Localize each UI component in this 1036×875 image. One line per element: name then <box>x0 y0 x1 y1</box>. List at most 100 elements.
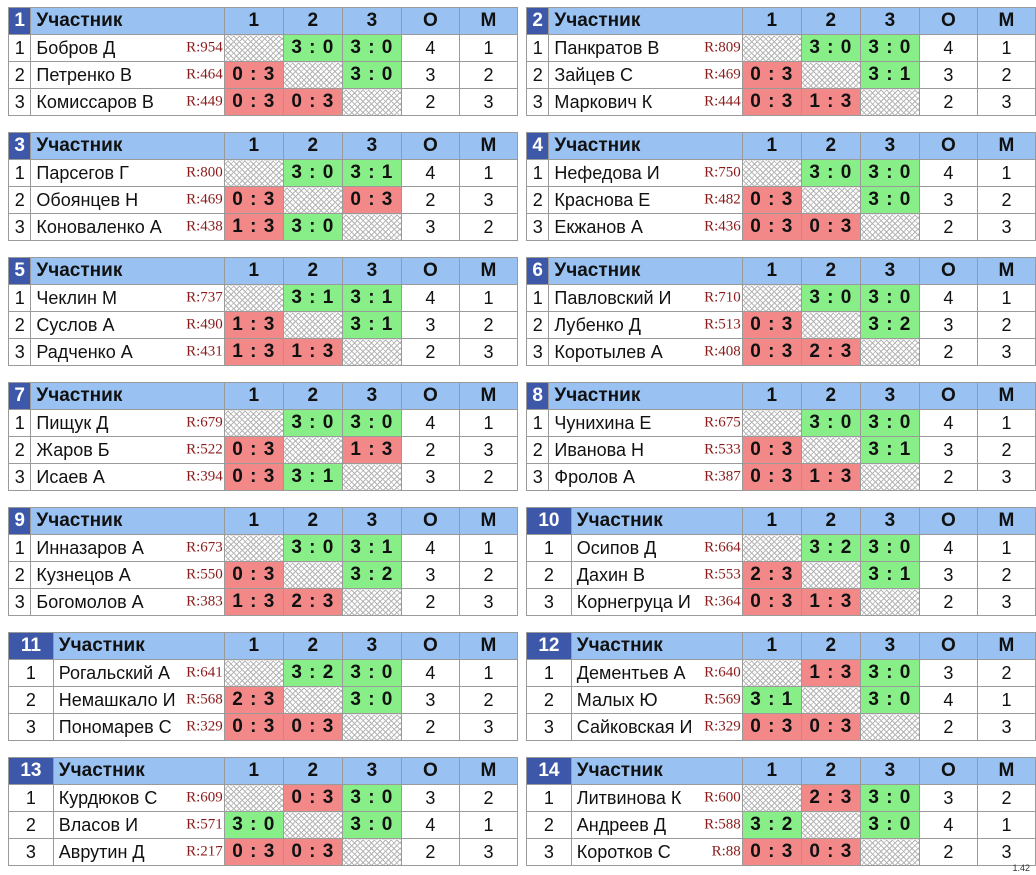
participant-header: Участник <box>30 132 225 160</box>
col-1-header: 1 <box>741 132 802 160</box>
col-2-header: 2 <box>800 7 861 35</box>
self-match-cell <box>341 838 402 866</box>
self-match-cell <box>282 686 343 714</box>
match-result-cell: 1 : 3 <box>800 588 861 616</box>
row-index: 2 <box>525 61 550 89</box>
group-number: 1 <box>7 7 32 35</box>
points-value: 4 <box>918 409 978 437</box>
points-value: 3 <box>400 463 460 491</box>
row-index: 2 <box>7 561 32 589</box>
place-value: 3 <box>976 838 1036 866</box>
self-match-cell <box>223 34 284 62</box>
self-match-cell <box>341 463 402 491</box>
points-value: 3 <box>918 436 978 464</box>
match-result-cell: 3 : 1 <box>741 686 802 714</box>
col-1-header: 1 <box>223 7 284 35</box>
match-result-cell: 2 : 3 <box>800 784 861 812</box>
participant-name: Екжанов А <box>554 216 643 237</box>
participant-name: Аврутин Д <box>58 841 145 862</box>
row-index: 1 <box>8 659 54 687</box>
place-value: 2 <box>458 463 519 491</box>
match-result-cell: 0 : 3 <box>741 436 802 464</box>
match-result-cell: 3 : 0 <box>341 34 402 62</box>
row-index: 3 <box>525 88 550 116</box>
place-value: 2 <box>976 784 1036 812</box>
match-result-cell: 3 : 0 <box>800 409 861 437</box>
participant-header: Участник <box>30 507 225 535</box>
place-header: М <box>976 507 1036 535</box>
participant-cell: Маркович К R:444 <box>548 88 743 116</box>
col-2-header: 2 <box>282 132 343 160</box>
participant-name: Коротков С <box>576 841 671 862</box>
match-result-cell: 3 : 1 <box>859 436 920 464</box>
col-2-header: 2 <box>282 507 343 535</box>
row-index: 1 <box>526 784 572 812</box>
self-match-cell <box>800 61 861 89</box>
points-header: О <box>918 382 978 410</box>
row-index: 1 <box>526 534 572 562</box>
group-number: 9 <box>7 507 32 535</box>
self-match-cell <box>341 713 402 741</box>
place-value: 2 <box>458 311 519 339</box>
participant-header: Участник <box>570 632 743 660</box>
place-value: 2 <box>976 561 1036 589</box>
participant-rating: R:600 <box>703 789 741 807</box>
self-match-cell <box>741 409 802 437</box>
match-result-cell: 3 : 0 <box>859 34 920 62</box>
col-2-header: 2 <box>282 7 343 35</box>
participant-rating: R:408 <box>703 343 741 361</box>
participant-header: Участник <box>52 632 225 660</box>
place-header: М <box>976 7 1036 35</box>
group-header-row: 5 Участник 1 2 3 О М <box>7 257 519 285</box>
participant-name: Коноваленко А <box>36 216 162 237</box>
self-match-cell <box>800 436 861 464</box>
self-match-cell <box>741 284 802 312</box>
group-number: 5 <box>7 257 32 285</box>
match-result-cell: 0 : 3 <box>741 213 802 241</box>
col-2-header: 2 <box>800 132 861 160</box>
col-1-header: 1 <box>741 507 802 535</box>
match-result-cell: 1 : 3 <box>800 659 861 687</box>
points-value: 4 <box>400 811 460 839</box>
points-value: 3 <box>400 311 460 339</box>
col-1-header: 1 <box>223 382 284 410</box>
place-value: 3 <box>458 838 519 866</box>
points-header: О <box>400 257 460 285</box>
points-value: 3 <box>918 311 978 339</box>
col-1-header: 1 <box>223 632 284 660</box>
match-result-cell: 3 : 0 <box>859 659 920 687</box>
version-label: 1.42 <box>1012 863 1030 873</box>
group-header-row: 2 Участник 1 2 3 О М <box>525 7 1036 35</box>
self-match-cell <box>223 534 284 562</box>
match-result-cell: 3 : 1 <box>341 284 402 312</box>
match-result-cell: 3 : 0 <box>282 34 343 62</box>
row-index: 1 <box>525 159 550 187</box>
row-index: 3 <box>8 838 54 866</box>
place-value: 2 <box>458 561 519 589</box>
place-header: М <box>976 132 1036 160</box>
participant-rating: R:809 <box>703 39 741 57</box>
place-value: 2 <box>458 686 519 714</box>
participant-name: Литвинова К <box>576 787 682 808</box>
points-header: О <box>400 507 460 535</box>
self-match-cell <box>859 463 920 491</box>
col-2-header: 2 <box>282 757 343 785</box>
match-result-cell: 3 : 0 <box>859 534 920 562</box>
col-2-header: 2 <box>800 257 861 285</box>
points-value: 3 <box>400 686 460 714</box>
col-1-header: 1 <box>741 382 802 410</box>
points-value: 2 <box>918 838 978 866</box>
match-result-cell: 2 : 3 <box>282 588 343 616</box>
participant-name: Петренко В <box>36 64 133 85</box>
match-result-cell: 3 : 1 <box>341 311 402 339</box>
group-header-row: 4 Участник 1 2 3 О М <box>525 132 1036 160</box>
row-index: 2 <box>8 811 54 839</box>
match-result-cell: 3 : 0 <box>282 213 343 241</box>
match-result-cell: 3 : 2 <box>859 311 920 339</box>
points-value: 3 <box>918 659 978 687</box>
